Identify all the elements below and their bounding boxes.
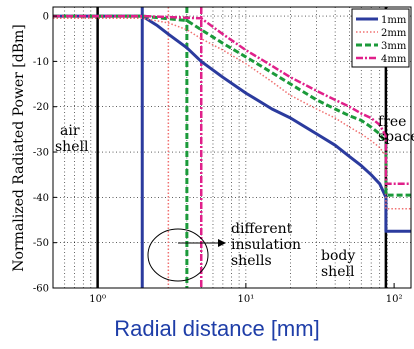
x-tick-label: 10⁰: [89, 294, 106, 305]
annotation-body: body: [321, 248, 355, 264]
y-tick-label: -60: [33, 284, 49, 295]
x-tick-label: 10¹: [237, 294, 254, 305]
annotation-shell-body: shell: [321, 264, 355, 280]
legend-label-2mm: 2mm: [381, 28, 407, 39]
legend-label-3mm: 3mm: [381, 41, 407, 52]
annotation-space: space: [378, 129, 414, 145]
annotation-different: different: [231, 221, 293, 237]
x-tick-label: 10²: [386, 294, 403, 305]
x-axis-title: Radial distance [mm]: [114, 316, 319, 341]
annotation-air: air: [60, 123, 80, 139]
boundary-lines: [96, 7, 388, 288]
annotation-free: free: [378, 114, 406, 130]
y-tick-label: -50: [33, 238, 49, 249]
series-line-1mm: [53, 14, 411, 233]
annotation-shells: shells: [231, 253, 272, 269]
series-line-3mm: [53, 14, 411, 197]
y-tick-label: 0: [43, 12, 49, 23]
plot-frame: [52, 6, 412, 289]
series-group: [53, 14, 411, 233]
series-line-2mm: [53, 17, 411, 210]
series-line-4mm: [53, 14, 411, 186]
insulation-arrow-head: [218, 239, 226, 247]
legend-label-4mm: 4mm: [381, 54, 407, 65]
axis-ticks: 0 -10 -20 -30 -40 -50 -60 10⁰ 10¹ 10²: [33, 12, 403, 305]
y-tick-label: -10: [33, 57, 49, 68]
y-tick-label: -20: [33, 102, 49, 113]
annotation-insulation: insulation: [231, 237, 301, 253]
y-tick-label: -40: [33, 193, 49, 204]
annotation-shell-air: shell: [55, 139, 89, 155]
insulation-ellipse: [147, 228, 209, 282]
y-tick-label: -30: [33, 148, 49, 159]
legend: 1mm 2mm 3mm 4mm: [351, 8, 410, 68]
legend-label-1mm: 1mm: [381, 15, 407, 26]
plot-area: [53, 7, 411, 288]
y-axis-title: Normalized Radiated Power [dBm]: [11, 24, 27, 271]
